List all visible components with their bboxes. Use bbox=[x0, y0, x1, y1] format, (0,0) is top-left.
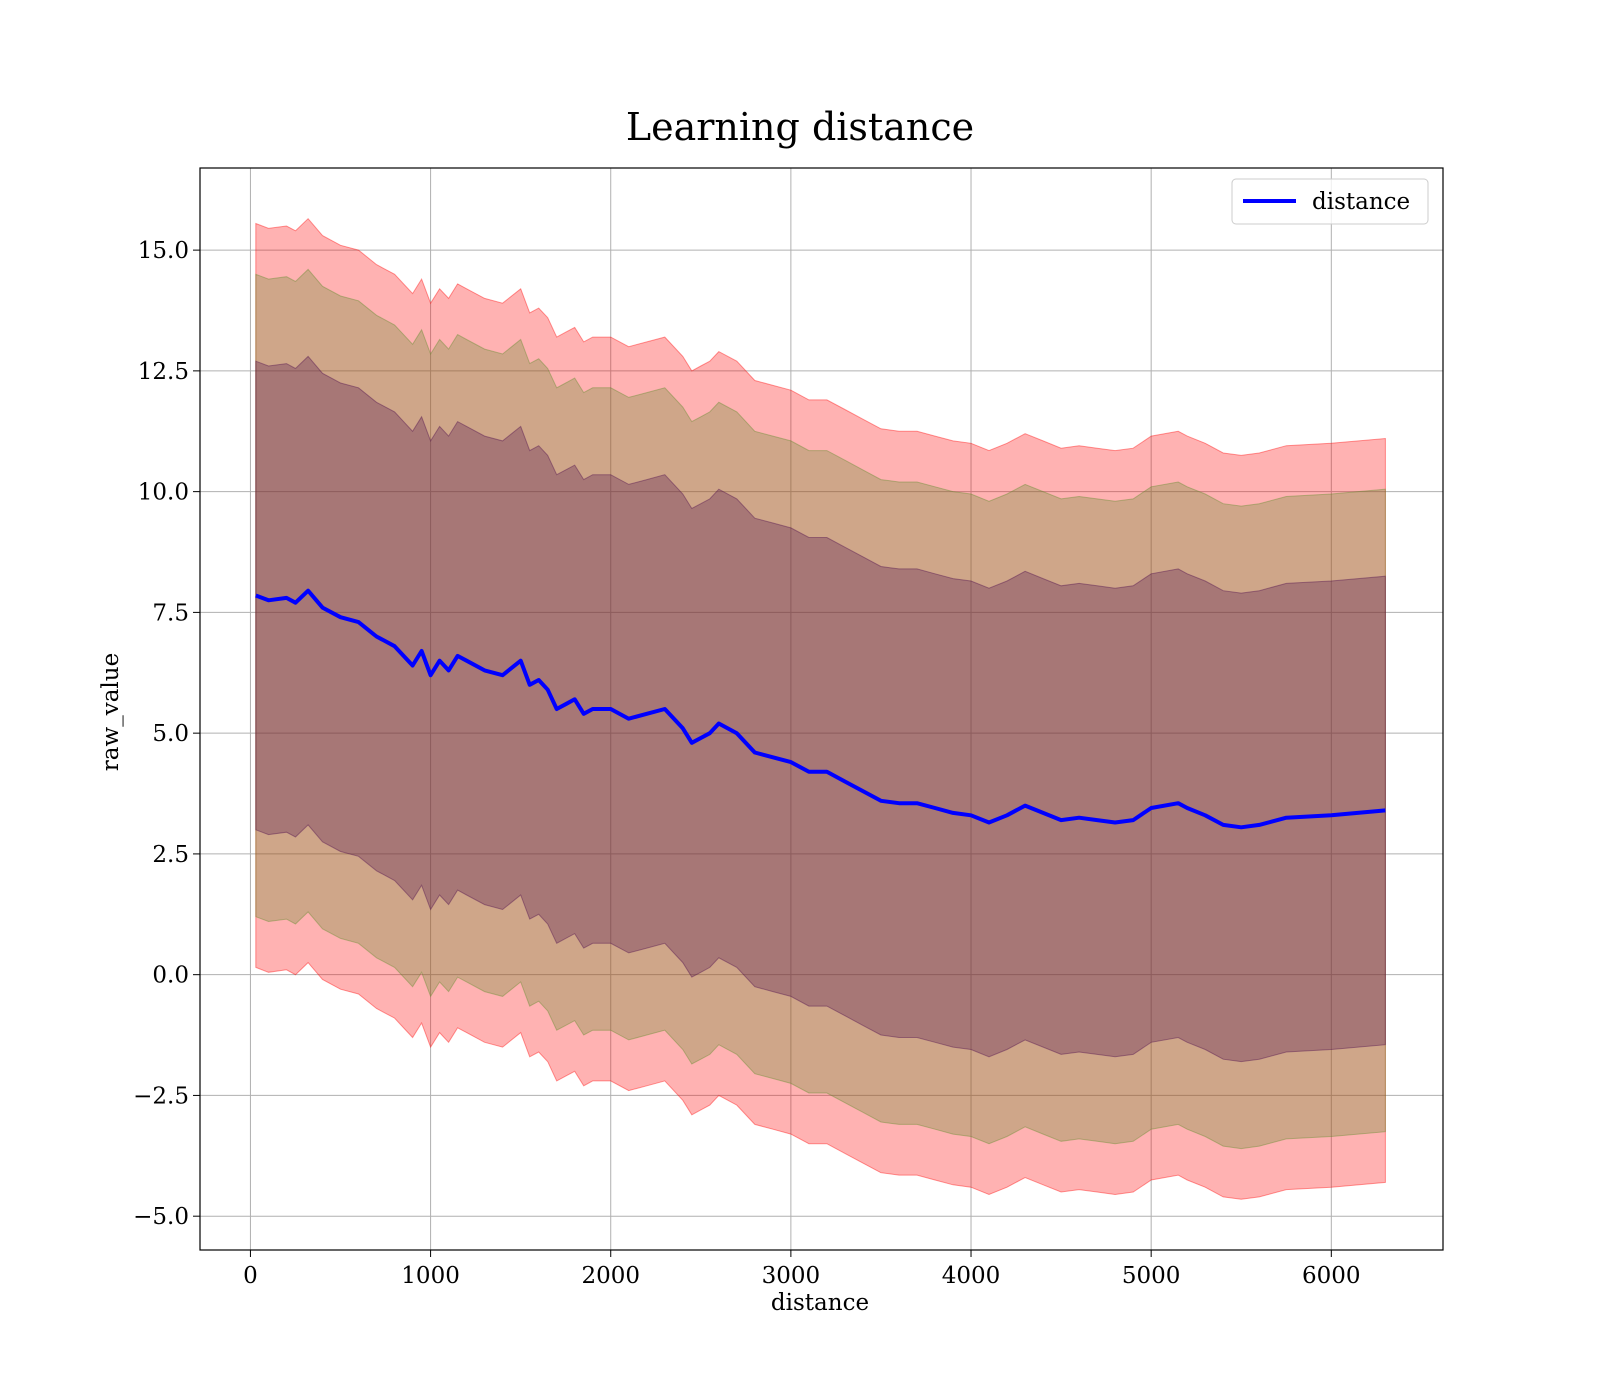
series-line-distance bbox=[255, 588, 1386, 830]
band-3-sigma bbox=[255, 217, 1386, 1200]
axis-ticks: 0 1000 2000 3000 4000 5000 6000 −5.0 −2.5 0.0 2.5 5… bbox=[133, 238, 1360, 1289]
x-tick-label: 2000 bbox=[581, 1263, 640, 1289]
band-1-sigma bbox=[255, 355, 1386, 1063]
series-lines bbox=[255, 588, 1386, 830]
y-tick-label: 15.0 bbox=[138, 238, 189, 264]
y-tick-label: 7.5 bbox=[152, 600, 189, 626]
legend-label: distance bbox=[1312, 189, 1410, 215]
chart-title: Learning distance bbox=[626, 105, 974, 149]
plot-frame bbox=[199, 167, 1444, 1251]
y-tick-label: −2.5 bbox=[133, 1083, 189, 1109]
x-tick-label: 6000 bbox=[1302, 1263, 1361, 1289]
grid bbox=[200, 168, 1443, 1250]
x-tick-label: 4000 bbox=[942, 1263, 1001, 1289]
y-tick-label: 12.5 bbox=[138, 359, 189, 385]
band-2-sigma bbox=[255, 268, 1386, 1150]
legend: distance bbox=[1231, 178, 1429, 225]
y-tick-label: 5.0 bbox=[152, 721, 189, 747]
legend-box bbox=[1231, 178, 1429, 225]
x-axis-label: distance bbox=[771, 1290, 869, 1316]
y-tick-label: 0.0 bbox=[152, 963, 189, 989]
y-tick-label: 2.5 bbox=[152, 842, 189, 868]
confidence-bands bbox=[255, 217, 1386, 1200]
x-tick-label: 1000 bbox=[401, 1263, 460, 1289]
y-tick-label: 10.0 bbox=[138, 480, 189, 506]
x-tick-label: 5000 bbox=[1122, 1263, 1181, 1289]
y-tick-label: −5.0 bbox=[133, 1204, 189, 1230]
x-tick-label: 3000 bbox=[762, 1263, 821, 1289]
y-axis-label: raw_value bbox=[98, 653, 124, 771]
x-tick-label: 0 bbox=[243, 1263, 258, 1289]
